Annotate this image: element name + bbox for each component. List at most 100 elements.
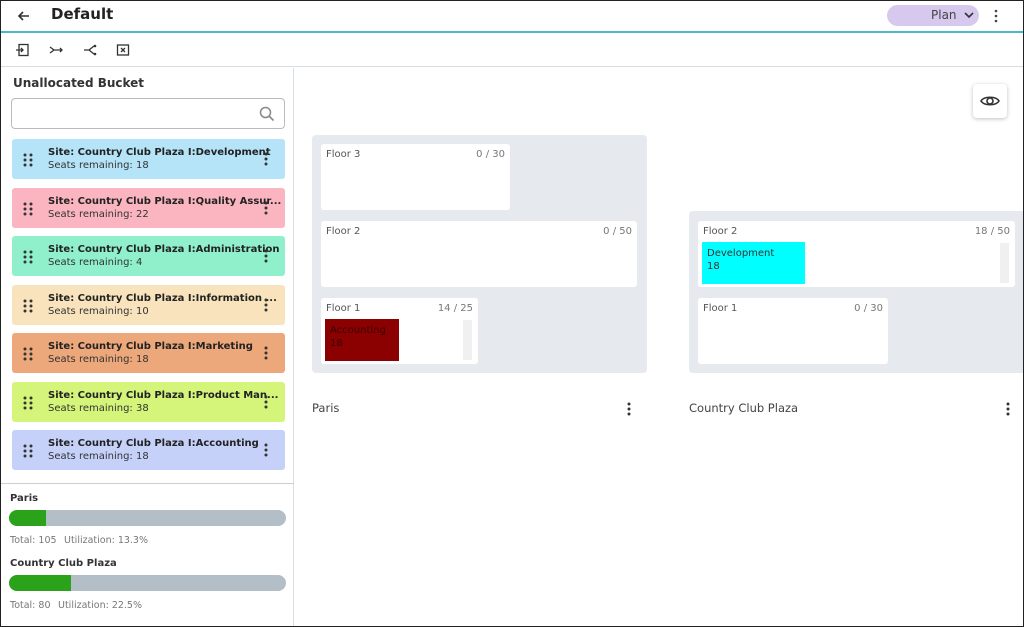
- chevron: [964, 12, 974, 19]
- floor-count: 0 / 30: [476, 149, 505, 160]
- site-menu-icon: [627, 402, 631, 416]
- site-panel: Floor 3 0 / 30 Floor 2 0 / 50 Floor 1 14 / 25…: [312, 135, 647, 373]
- drag-handle[interactable]: [22, 346, 34, 365]
- card-menu-icon: [264, 298, 268, 311]
- card-seats: Seats remaining: 4: [48, 257, 143, 268]
- bucket-card[interactable]: Site: Country Club Plaza I:Information .…: [12, 284, 285, 325]
- card-title: Site: Country Club Plaza I:Accounting: [48, 438, 259, 449]
- toolbar: [1, 35, 1023, 67]
- card-title: Site: Country Club Plaza I:Product Man..…: [48, 389, 279, 401]
- utilization-label: Utilization: 22.5%: [58, 600, 143, 611]
- back-button[interactable]: [16, 8, 32, 24]
- floor-card: Floor 1 0 / 30: [698, 298, 888, 364]
- card-seats: Seats remaining: 18: [48, 160, 149, 171]
- floor-card: Floor 2 18 / 50 Development 18: [698, 221, 1015, 287]
- floor-card: Floor 3 0 / 30: [321, 144, 510, 210]
- card-menu-icon: [264, 249, 268, 263]
- drag-handle[interactable]: [22, 443, 34, 462]
- bucket-card[interactable]: Site: Country Club Plaza I:Quality Assur…: [12, 187, 285, 228]
- site-menu[interactable]: [626, 401, 632, 420]
- card-menu-icon: [264, 152, 268, 166]
- tile-name: Development: [707, 248, 775, 259]
- drag-handle[interactable]: [22, 395, 34, 414]
- bucket-card[interactable]: Site: Country Club Plaza I:Marketing Seat…: [12, 333, 285, 373]
- more-button[interactable]: [991, 9, 1001, 23]
- card-menu[interactable]: [263, 151, 269, 170]
- card-menu[interactable]: [263, 345, 269, 364]
- card-title: Site: Country Club Plaza I:Marketing: [48, 341, 253, 352]
- floor-name: Floor 1: [326, 303, 361, 314]
- utilization-label: Utilization: 13.3%: [64, 535, 149, 546]
- card-seats: Seats remaining: 22: [48, 208, 149, 220]
- site-name: Paris: [10, 493, 39, 504]
- utilization-bar: [9, 575, 286, 591]
- card-menu-icon: [264, 346, 268, 360]
- utilization-fill: [9, 510, 46, 526]
- card-menu[interactable]: [263, 297, 269, 316]
- eye-icon: [980, 96, 1000, 106]
- plan-dropdown[interactable]: Plan: [887, 5, 979, 26]
- card-title: Site: Country Club Plaza I:Information .…: [48, 292, 277, 304]
- bucket-card[interactable]: Site: Country Club Plaza I:Administratio…: [12, 236, 285, 276]
- card-menu[interactable]: [263, 200, 269, 219]
- floor-count: 0 / 30: [854, 303, 883, 314]
- drag-handle-icon: [23, 444, 33, 458]
- drag-handle[interactable]: [22, 298, 34, 317]
- drag-handle-icon: [23, 299, 33, 312]
- card-menu-icon: [264, 443, 268, 457]
- site-label: Paris: [312, 401, 340, 415]
- bucket-heading: Unallocated Bucket: [13, 76, 145, 90]
- header: Default Plan: [1, 1, 1023, 33]
- search-box[interactable]: [11, 98, 285, 129]
- total: Total: 80: [10, 600, 51, 611]
- card-menu[interactable]: [263, 248, 269, 267]
- utilization-fill: [9, 575, 72, 591]
- floor-name: Floor 1: [703, 303, 738, 314]
- utilization-bar: [9, 510, 286, 526]
- tile-seats: 18: [707, 261, 720, 272]
- floor-name: Floor 2: [326, 226, 361, 237]
- bucket-card[interactable]: Site: Country Club Plaza I:Product Man..…: [12, 381, 285, 422]
- scrollbar: [463, 320, 472, 360]
- tool-merge[interactable]: [49, 43, 63, 57]
- drag-handle[interactable]: [22, 249, 34, 268]
- drag-handle[interactable]: [22, 152, 34, 171]
- card-menu-icon: [264, 201, 268, 214]
- drag-handle-icon: [23, 202, 33, 215]
- tile-name: Accounting: [330, 325, 386, 336]
- drag-handle-icon: [23, 396, 33, 409]
- plan-label: Plan: [931, 8, 957, 22]
- drag-handle[interactable]: [22, 201, 34, 220]
- bucket-card[interactable]: Site: Country Club Plaza I:Accounting Sea…: [12, 430, 285, 470]
- scrollbar: [1000, 243, 1009, 283]
- tool-split[interactable]: [83, 43, 97, 57]
- drag-handle-icon: [23, 153, 33, 167]
- site-panel: Floor 2 18 / 50 Development 18 Floor 1 0 / 30: [689, 211, 1023, 373]
- floor-count: 0 / 50: [603, 226, 632, 237]
- floor-count: 14 / 25: [437, 303, 473, 314]
- card-title: Site: Country Club Plaza I:Development: [48, 147, 271, 158]
- total: Total: 105: [10, 535, 57, 546]
- search-icon: [259, 106, 275, 122]
- department-tile[interactable]: Accounting 18: [325, 319, 399, 361]
- floor-count: 18 / 50: [974, 226, 1010, 237]
- bucket-card[interactable]: Site: Country Club Plaza I:Development Se…: [12, 139, 285, 179]
- left-panel: Unallocated Bucket Site: Country Club Pl…: [1, 68, 294, 626]
- card-menu[interactable]: [263, 442, 269, 461]
- tool-clear[interactable]: [116, 43, 130, 57]
- page-title: Default: [51, 5, 114, 23]
- site-menu[interactable]: [1005, 401, 1011, 420]
- card-seats: Seats remaining: 18: [48, 451, 149, 462]
- department-tile[interactable]: Development 18: [702, 242, 805, 284]
- card-title: Site: Country Club Plaza I:Administratio…: [48, 244, 280, 255]
- view-toggle[interactable]: [973, 84, 1007, 118]
- tool-import[interactable]: [15, 43, 29, 57]
- floor-name: Floor 3: [326, 149, 361, 160]
- card-menu-icon: [264, 395, 268, 408]
- card-seats: Seats remaining: 10: [48, 305, 149, 317]
- floor-name: Floor 2: [703, 226, 738, 237]
- floor-card: Floor 1 14 / 25 Accounting 18: [321, 298, 478, 364]
- card-menu[interactable]: [263, 394, 269, 413]
